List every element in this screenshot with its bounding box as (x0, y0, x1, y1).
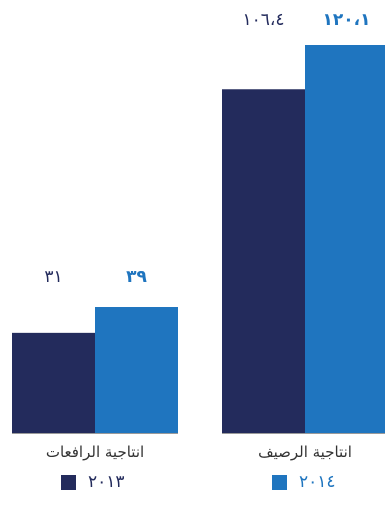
value-label-٢٠١٤-1: ١٢٠،١ (323, 10, 371, 30)
category-label-1: انتاجية الرصيف (258, 443, 352, 461)
bar-٢٠١٤-1 (305, 45, 385, 433)
category-label-0: انتاجية الرافعات (46, 443, 144, 461)
legend-label-2013: ٢٠١٣ (88, 472, 125, 492)
bar-٢٠١٣-1 (222, 89, 305, 434)
legend-item-2014: ٢٠١٤ (272, 471, 336, 493)
bar-٢٠١٤-0 (95, 307, 178, 433)
legend-item-2013: ٢٠١٣ (61, 471, 125, 493)
value-label-٢٠١٣-0: ٣١ (44, 267, 62, 287)
value-label-٢٠١٤-0: ٣٩ (126, 267, 147, 287)
legend-swatch-2013 (61, 474, 76, 490)
value-label-٢٠١٣-1: ١٠٦،٤ (242, 10, 284, 30)
bar-٢٠١٣-0 (12, 332, 95, 433)
legend-swatch-2014 (272, 474, 287, 490)
legend-label-2014: ٢٠١٤ (299, 472, 336, 492)
